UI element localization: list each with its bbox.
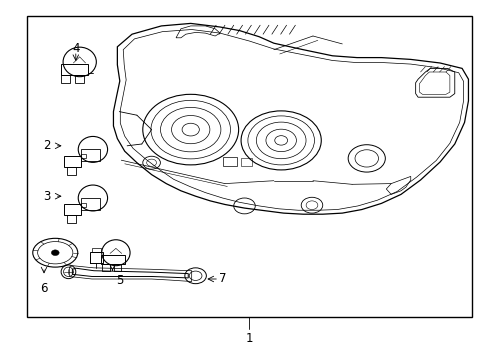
- Bar: [66, 167, 76, 175]
- Bar: [61, 75, 70, 83]
- Text: 2: 2: [42, 139, 50, 152]
- Bar: [92, 248, 101, 252]
- Bar: [81, 154, 85, 158]
- Bar: [90, 252, 102, 263]
- Text: 1: 1: [245, 332, 253, 345]
- Bar: [223, 157, 236, 166]
- Bar: [102, 264, 109, 271]
- Bar: [63, 204, 81, 215]
- Bar: [66, 215, 76, 223]
- Text: 3: 3: [42, 190, 50, 203]
- Text: 5: 5: [116, 274, 123, 287]
- Text: 7: 7: [218, 273, 226, 285]
- Bar: [61, 64, 88, 75]
- Bar: [81, 149, 100, 161]
- Bar: [240, 158, 252, 166]
- Bar: [81, 198, 100, 210]
- Bar: [75, 75, 83, 83]
- Bar: [114, 264, 121, 271]
- Bar: [27, 16, 471, 317]
- Text: 6: 6: [40, 282, 48, 294]
- Bar: [101, 255, 124, 264]
- Bar: [63, 156, 81, 167]
- Bar: [81, 203, 85, 207]
- Text: 4: 4: [72, 42, 80, 55]
- Circle shape: [51, 250, 59, 256]
